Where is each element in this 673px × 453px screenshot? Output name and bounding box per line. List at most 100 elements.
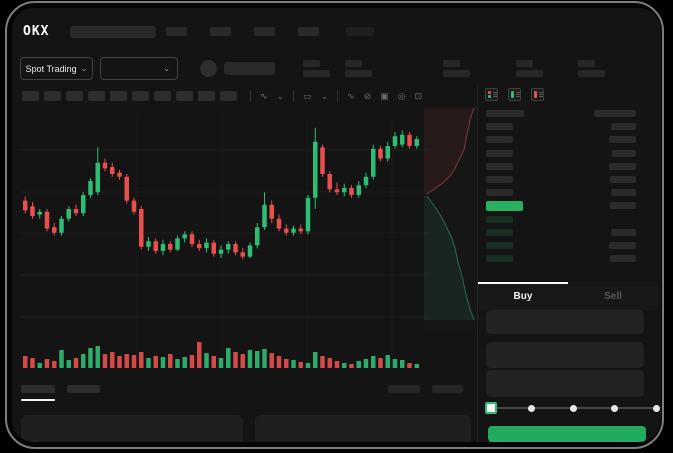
slider-stop[interactable] <box>569 404 577 412</box>
price-cell <box>486 123 513 131</box>
settings-icon[interactable]: ◎ <box>397 90 406 101</box>
divider <box>337 90 339 102</box>
interval-toolbar <box>22 91 237 101</box>
bid-row[interactable] <box>478 252 658 265</box>
last-price-row[interactable] <box>478 199 658 212</box>
amount-cell <box>594 110 636 118</box>
depth-panel <box>424 107 475 321</box>
amount-cell <box>609 162 636 170</box>
slider-handle[interactable] <box>485 402 497 414</box>
interval-button[interactable] <box>22 91 39 101</box>
divider <box>293 90 295 102</box>
okx-logo[interactable]: OKX <box>23 24 50 39</box>
amount-field[interactable] <box>486 342 644 368</box>
ask-row[interactable] <box>478 147 658 160</box>
nav-menu-item[interactable] <box>298 27 319 36</box>
pair-dropdown[interactable]: ⌄ <box>100 57 178 80</box>
camera-icon[interactable]: ▣ <box>380 90 389 101</box>
nav-menu-item[interactable] <box>254 27 275 36</box>
stat-label-placeholder <box>303 60 320 67</box>
stat-label-placeholder <box>516 60 533 67</box>
app-window: OKX Spot Trading ⌄ ⌄ ∿ ⌄ ▭ ⌄ ∿ ⊘ ▣ ◎ ⊡ <box>12 8 661 442</box>
top-nav-extra-item[interactable] <box>346 27 374 36</box>
slider-stop[interactable] <box>611 404 618 412</box>
ticker-stat-block <box>578 60 605 77</box>
trade-sidebar: Buy Sell <box>477 85 660 442</box>
amount-cell <box>610 202 636 210</box>
orderbook-header-row <box>478 107 658 120</box>
search-input[interactable] <box>70 26 156 38</box>
ticker-stat-block <box>516 60 543 77</box>
candlestick-chart[interactable] <box>20 105 430 377</box>
nav-menu-item[interactable] <box>210 27 231 36</box>
amount-cell <box>609 136 636 144</box>
price-cell <box>486 228 513 236</box>
amount-slider[interactable] <box>485 402 660 414</box>
interval-button[interactable] <box>220 91 237 101</box>
price-cell <box>486 241 513 249</box>
market-type-dropdown[interactable]: Spot Trading ⌄ <box>20 57 93 80</box>
price-cell <box>486 200 523 211</box>
slider-stop[interactable] <box>528 404 535 412</box>
chevron-down-icon[interactable]: ⌄ <box>276 90 285 101</box>
price-cell <box>486 149 513 157</box>
price-cell <box>486 176 513 184</box>
orderbook-bids-view-icon[interactable] <box>508 88 521 101</box>
orderbook-asks-view-icon[interactable] <box>531 88 544 101</box>
orderbook-split-view-icon[interactable] <box>485 88 498 101</box>
fullscreen-icon[interactable]: ⊡ <box>414 90 423 101</box>
bid-row[interactable] <box>478 239 658 252</box>
price-cell <box>486 136 513 144</box>
interval-button[interactable] <box>66 91 83 101</box>
bid-row[interactable] <box>478 213 658 226</box>
bottom-right-control[interactable] <box>432 385 463 393</box>
amount-cell <box>609 241 636 249</box>
order-book <box>478 107 658 265</box>
interval-button[interactable] <box>110 91 127 101</box>
chevron-down-icon[interactable]: ⌄ <box>320 90 329 101</box>
ask-row[interactable] <box>478 133 658 146</box>
last-price-placeholder <box>224 62 275 75</box>
amount-cell <box>610 176 636 184</box>
bottom-tab[interactable] <box>67 385 100 393</box>
ask-row[interactable] <box>478 120 658 133</box>
stat-label-placeholder <box>443 60 460 67</box>
stat-label-placeholder <box>578 60 595 67</box>
interval-button[interactable] <box>88 91 105 101</box>
interval-button[interactable] <box>44 91 61 101</box>
price-cell <box>486 189 513 197</box>
slider-stop[interactable] <box>652 404 660 412</box>
market-type-label: Spot Trading <box>25 63 77 74</box>
ticker-stat-block <box>443 60 470 77</box>
chart-tools: ∿ ⌄ ▭ ⌄ ∿ ⊘ ▣ ◎ ⊡ <box>250 89 422 103</box>
line-tool-icon[interactable]: ∿ <box>347 90 355 101</box>
bottom-panel-left <box>21 415 243 442</box>
bottom-right-control[interactable] <box>388 385 420 393</box>
compare-icon[interactable]: ⊘ <box>363 90 372 101</box>
nav-menu-item[interactable] <box>166 27 187 36</box>
orderbook-view-toggles <box>485 88 544 101</box>
price-field[interactable] <box>486 310 644 334</box>
chart-type-icon[interactable]: ∿ <box>260 90 268 101</box>
interval-button[interactable] <box>198 91 215 101</box>
tab-sell[interactable]: Sell <box>604 290 622 302</box>
interval-button[interactable] <box>154 91 171 101</box>
total-field[interactable] <box>486 370 644 397</box>
interval-button[interactable] <box>176 91 193 101</box>
tab-buy[interactable]: Buy <box>478 282 568 310</box>
bottom-panel-right <box>255 415 471 442</box>
bottom-tabs <box>21 385 100 393</box>
ask-row[interactable] <box>478 173 658 186</box>
indicator-icon[interactable]: ▭ <box>303 90 312 101</box>
amount-cell <box>610 255 636 263</box>
stat-value-placeholder <box>303 70 330 77</box>
ask-row[interactable] <box>478 186 658 199</box>
ask-row[interactable] <box>478 160 658 173</box>
stat-label-placeholder <box>345 60 362 67</box>
bottom-tab-active[interactable] <box>21 385 55 393</box>
interval-button[interactable] <box>132 91 149 101</box>
bid-row[interactable] <box>478 226 658 239</box>
submit-buy-button[interactable] <box>488 426 646 442</box>
divider <box>250 90 251 102</box>
